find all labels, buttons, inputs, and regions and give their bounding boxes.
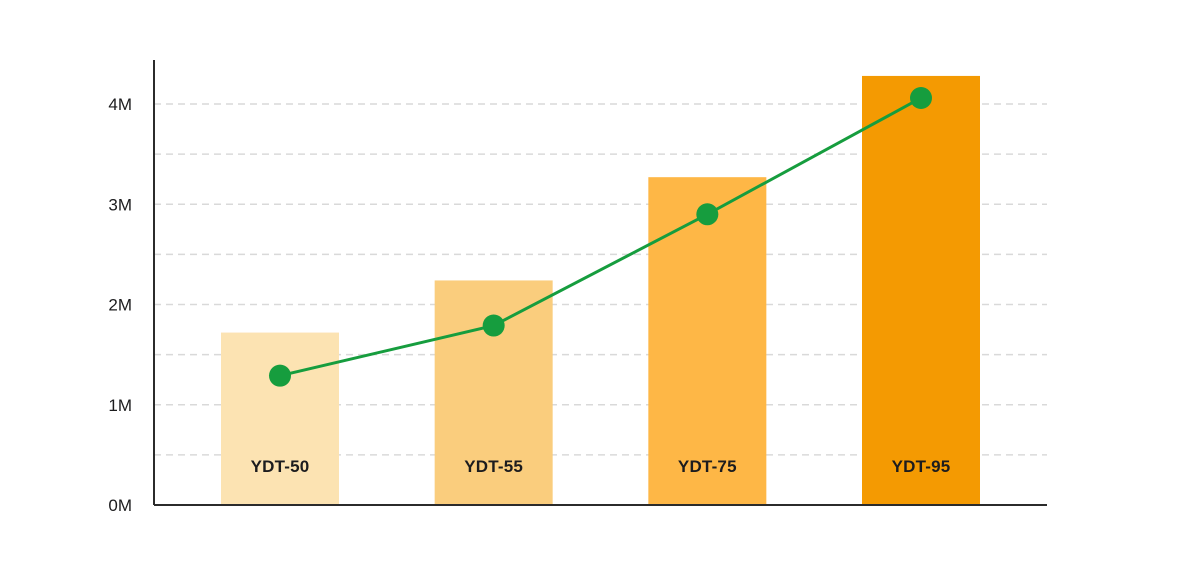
trend-point-YDT-50 <box>269 364 291 387</box>
y-tick-label-4M: 4M <box>108 95 132 114</box>
bar-label-YDT-75: YDT-75 <box>678 457 737 476</box>
bar-YDT-75 <box>648 177 767 505</box>
bar-label-YDT-95: YDT-95 <box>892 457 951 476</box>
y-tick-label-1M: 1M <box>108 396 132 415</box>
y-tick-label-3M: 3M <box>108 195 132 214</box>
trend-point-YDT-75 <box>696 203 719 226</box>
trend-point-YDT-95 <box>910 86 932 109</box>
trend-point-YDT-55 <box>482 314 505 337</box>
y-tick-label-0M: 0M <box>108 496 132 515</box>
y-tick-label-2M: 2M <box>108 296 132 315</box>
trend-line <box>278 96 923 378</box>
bar-YDT-50 <box>221 332 339 505</box>
bar-label-YDT-55: YDT-55 <box>464 457 523 476</box>
bar-YDT-95 <box>862 75 980 506</box>
bar-label-YDT-50: YDT-50 <box>251 457 310 476</box>
